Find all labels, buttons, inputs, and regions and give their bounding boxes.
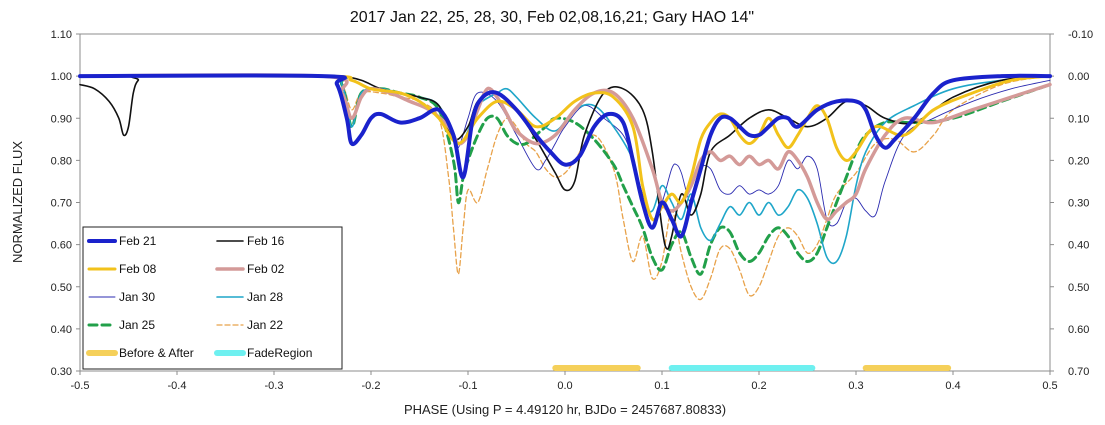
x-tick-label: 0.3: [848, 380, 863, 392]
series-layer: [78, 73, 1052, 301]
legend-label: Feb 08: [119, 262, 157, 276]
y-axis-ticks: 0.30 0.40 0.50 0.60 0.70 0.80 0.90 1.00 1.10: [51, 29, 80, 378]
y-tick-label: 0.50: [51, 282, 72, 294]
chart-title: 2017 Jan 22, 25, 28, 30, Feb 02,08,16,21…: [350, 9, 754, 26]
x-tick-label: 0.5: [1042, 380, 1057, 392]
x-axis-title: PHASE (Using P = 4.49120 hr, BJDo = 2457…: [404, 402, 726, 417]
x-tick-label: 0.0: [557, 380, 572, 392]
y2-tick-label: 0.50: [1068, 282, 1089, 294]
x-tick-label: -0.1: [459, 380, 478, 392]
y-tick-label: 0.30: [51, 366, 72, 378]
x-tick-label: -0.2: [362, 380, 381, 392]
y-tick-label: 0.70: [51, 198, 72, 210]
legend-label: Jan 22: [247, 318, 283, 332]
legend-box: [82, 226, 343, 370]
legend-label: Feb 21: [119, 234, 157, 248]
y2-tick-label: 0.30: [1068, 198, 1089, 210]
legend-label: Before & After: [119, 346, 194, 360]
y2-tick-label: 0.00: [1068, 71, 1089, 83]
y2-tick-label: 0.60: [1068, 324, 1089, 336]
y-tick-label: 1.10: [51, 29, 72, 41]
legend-label: Jan 25: [119, 318, 155, 332]
y2-tick-label: -0.10: [1068, 29, 1093, 41]
x-tick-label: -0.4: [168, 380, 187, 392]
y-tick-label: 1.00: [51, 71, 72, 83]
y-tick-label: 0.40: [51, 324, 72, 336]
legend-label: Feb 02: [247, 262, 285, 276]
y-tick-label: 0.60: [51, 240, 72, 252]
x-tick-label: 0.2: [751, 380, 766, 392]
y-axis-title: NORMALIZED FLUX: [10, 141, 25, 263]
x-tick-label: -0.3: [265, 380, 284, 392]
series-line-feb-02: [78, 73, 1052, 222]
legend-label: Jan 30: [119, 290, 155, 304]
y2-tick-label: 0.20: [1068, 155, 1089, 167]
y2-tick-label: 0.10: [1068, 113, 1089, 125]
legend-label: Feb 16: [247, 234, 285, 248]
y2-tick-label: 0.40: [1068, 240, 1089, 252]
x-axis-ticks: -0.5 -0.4 -0.3 -0.2 -0.1 0.0 0.1 0.2 0.3 0.4 0.5: [71, 371, 1058, 392]
series-line-feb-21: [78, 73, 1052, 239]
legend-label: Jan 28: [247, 290, 283, 304]
y2-axis-ticks: 0.70 0.60 0.50 0.40 0.30 0.20 0.10 0.00 -0.10: [1050, 29, 1093, 378]
y2-tick-label: 0.70: [1068, 366, 1089, 378]
legend-label: FadeRegion: [247, 346, 312, 360]
legend: Feb 21 Feb 16 Feb 08 Feb 02 Jan 30 Jan 28 Jan …: [82, 226, 343, 370]
y-tick-label: 0.90: [51, 113, 72, 125]
x-tick-label: 0.4: [945, 380, 960, 392]
x-tick-label: -0.5: [71, 380, 90, 392]
y-tick-label: 0.80: [51, 155, 72, 167]
x-tick-label: 0.1: [654, 380, 669, 392]
series-line-jan-22: [79, 74, 1051, 301]
